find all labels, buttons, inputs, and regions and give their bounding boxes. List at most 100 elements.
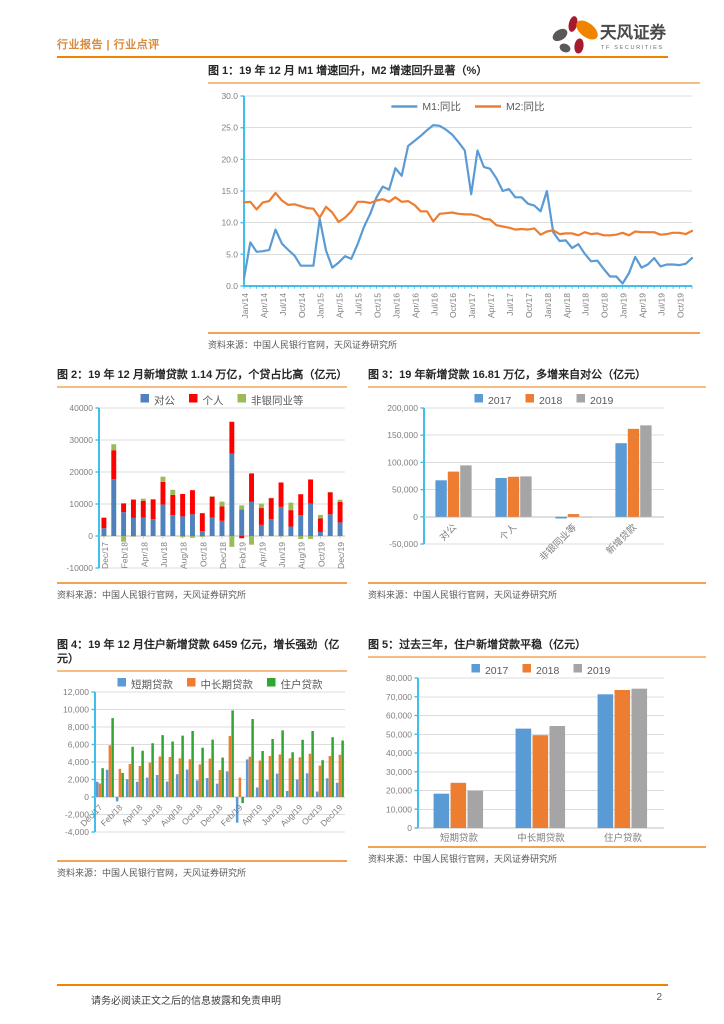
series — [433, 688, 648, 828]
svg-text:Jan/18: Jan/18 — [543, 293, 553, 319]
svg-text:Dec/19: Dec/19 — [318, 802, 344, 828]
figure-5-source-rule — [368, 846, 706, 848]
figure-1-title: 图 1：19 年 12 月 M1 增速回升，M2 增速回升显著（%） — [208, 65, 488, 77]
svg-text:30.0: 30.0 — [221, 91, 238, 101]
svg-text:Dec/18: Dec/18 — [198, 802, 224, 828]
figure-2-title-rule — [57, 386, 347, 388]
svg-text:Feb/18: Feb/18 — [99, 802, 125, 828]
svg-text:对公: 对公 — [154, 394, 175, 407]
svg-text:Apr/14: Apr/14 — [259, 293, 269, 318]
svg-text:Apr/16: Apr/16 — [410, 293, 420, 318]
figure-2-source: 资料来源：中国人民银行官网，天风证券研究所 — [57, 590, 247, 600]
svg-text:中长期贷款: 中长期贷款 — [517, 832, 565, 844]
svg-text:10.0: 10.0 — [221, 218, 238, 228]
brand-name: 天风证券 — [600, 22, 667, 42]
axis-labels: 0 10,000 20,000 30,000 40,000 50,000 60,000 70,… — [386, 673, 642, 844]
svg-text:2019: 2019 — [590, 395, 614, 407]
svg-text:Jan/14: Jan/14 — [240, 293, 250, 319]
figure-3-source: 资料来源：中国人民银行官网，天风证券研究所 — [368, 590, 558, 600]
svg-text:Jan/19: Jan/19 — [619, 293, 629, 319]
legend: 2017 2018 2019 — [471, 664, 611, 677]
svg-text:Dec/19: Dec/19 — [336, 542, 346, 569]
svg-text:-50,000: -50,000 — [389, 539, 418, 549]
tf-securities-logo-icon: 天风证券 TF SECURITIES — [552, 16, 667, 54]
svg-text:个人: 个人 — [203, 395, 224, 407]
svg-text:住户贷款: 住户贷款 — [604, 832, 643, 844]
figure-3-source-rule — [368, 582, 706, 584]
svg-text:个人: 个人 — [498, 522, 520, 544]
svg-text:非银同业等: 非银同业等 — [537, 521, 579, 563]
svg-text:0: 0 — [88, 531, 93, 541]
svg-text:Apr/15: Apr/15 — [335, 293, 345, 318]
svg-text:Oct/14: Oct/14 — [297, 293, 307, 318]
report-type-label: 行业报告 | 行业点评 — [57, 39, 160, 51]
svg-text:Apr/19: Apr/19 — [638, 293, 648, 318]
svg-text:Aug/18: Aug/18 — [158, 802, 184, 828]
svg-text:M1:同比: M1:同比 — [422, 100, 461, 113]
svg-text:10000: 10000 — [69, 499, 93, 509]
svg-text:70,000: 70,000 — [386, 692, 412, 702]
series — [95, 710, 344, 823]
series — [435, 425, 652, 519]
svg-text:200,000: 200,000 — [387, 403, 418, 413]
svg-text:-4,000: -4,000 — [65, 827, 89, 837]
svg-text:Aug/19: Aug/19 — [297, 542, 307, 569]
svg-text:10,000: 10,000 — [386, 804, 412, 814]
figure-1-source-rule — [208, 332, 700, 334]
svg-text:100,000: 100,000 — [387, 457, 418, 467]
svg-text:Apr/18: Apr/18 — [139, 542, 149, 567]
svg-text:Apr/17: Apr/17 — [486, 293, 496, 318]
svg-text:12,000: 12,000 — [63, 687, 89, 697]
svg-text:Oct/19: Oct/19 — [675, 293, 685, 318]
svg-text:25.0: 25.0 — [221, 123, 238, 133]
gridlines — [244, 95, 692, 287]
svg-text:15.0: 15.0 — [221, 186, 238, 196]
svg-text:Aug/19: Aug/19 — [278, 802, 304, 828]
figure-3-title-rule — [368, 386, 706, 388]
figure-5-title: 图 5：过去三年，住户新增贷款平稳（亿元） — [368, 639, 587, 651]
svg-text:Oct/15: Oct/15 — [373, 293, 383, 318]
svg-text:150,000: 150,000 — [387, 430, 418, 440]
svg-text:2,000: 2,000 — [68, 775, 90, 785]
svg-text:新增贷款: 新增贷款 — [604, 521, 640, 557]
svg-text:Feb/18: Feb/18 — [120, 542, 130, 569]
svg-text:2018: 2018 — [536, 665, 560, 677]
figure-4-title-rule — [57, 670, 347, 672]
svg-text:Jul/18: Jul/18 — [581, 293, 591, 316]
series — [242, 123, 694, 285]
svg-text:对公: 对公 — [437, 521, 459, 543]
figure-5: 图 5：过去三年，住户新增贷款平稳（亿元） 0 10,000 20,000 30,00… — [368, 638, 706, 865]
svg-text:Oct/16: Oct/16 — [448, 293, 458, 318]
svg-text:Jan/15: Jan/15 — [316, 293, 326, 319]
svg-text:Oct/19: Oct/19 — [316, 542, 326, 567]
svg-text:Apr/18: Apr/18 — [562, 293, 572, 318]
svg-text:-10000: -10000 — [67, 563, 94, 573]
brand-sub: TF SECURITIES — [601, 45, 664, 51]
svg-text:8,000: 8,000 — [68, 722, 90, 732]
svg-text:2019: 2019 — [587, 665, 611, 677]
svg-text:0.0: 0.0 — [226, 281, 238, 291]
figure-2: 图 2：19 年 12 月新增贷款 1.14 万亿，个贷占比高（亿元） -100… — [57, 368, 347, 601]
legend: M1:同比 M2:同比 — [391, 100, 545, 113]
figure-1: 图 1：19 年 12 月 M1 增速回升，M2 增速回升显著（%） 0.0 5.… — [208, 64, 700, 351]
svg-text:住户贷款: 住户贷款 — [281, 678, 323, 691]
svg-text:10,000: 10,000 — [63, 705, 89, 715]
svg-text:Dec/18: Dec/18 — [218, 542, 228, 569]
svg-text:80,000: 80,000 — [386, 673, 412, 683]
page-number: 2 — [656, 992, 662, 1003]
svg-text:-2,000: -2,000 — [65, 810, 89, 820]
figure-2-chart: -10000 0 10000 20000 30000 40000 Dec/17 Feb/18 A… — [67, 394, 346, 573]
legend: 2017 2018 2019 — [474, 394, 614, 407]
svg-text:Oct/18: Oct/18 — [600, 293, 610, 318]
svg-text:0: 0 — [407, 823, 412, 833]
svg-text:50,000: 50,000 — [386, 729, 412, 739]
svg-text:Jul/14: Jul/14 — [278, 293, 288, 316]
footer-disclaimer: 请务必阅读正文之后的信息披露和免责申明 — [91, 996, 281, 1007]
svg-text:Jan/16: Jan/16 — [391, 293, 401, 319]
svg-text:Apr/19: Apr/19 — [257, 542, 267, 567]
figure-3: 图 3：19 年新增贷款 16.81 万亿，多增来自对公（亿元） -50,000… — [368, 368, 706, 601]
svg-text:0: 0 — [84, 792, 89, 802]
figure-4: 图 4：19 年 12 月住户新增贷款 6459 亿元，增长强劲（亿元） -4,… — [57, 638, 347, 879]
svg-text:Jul/17: Jul/17 — [505, 293, 515, 316]
